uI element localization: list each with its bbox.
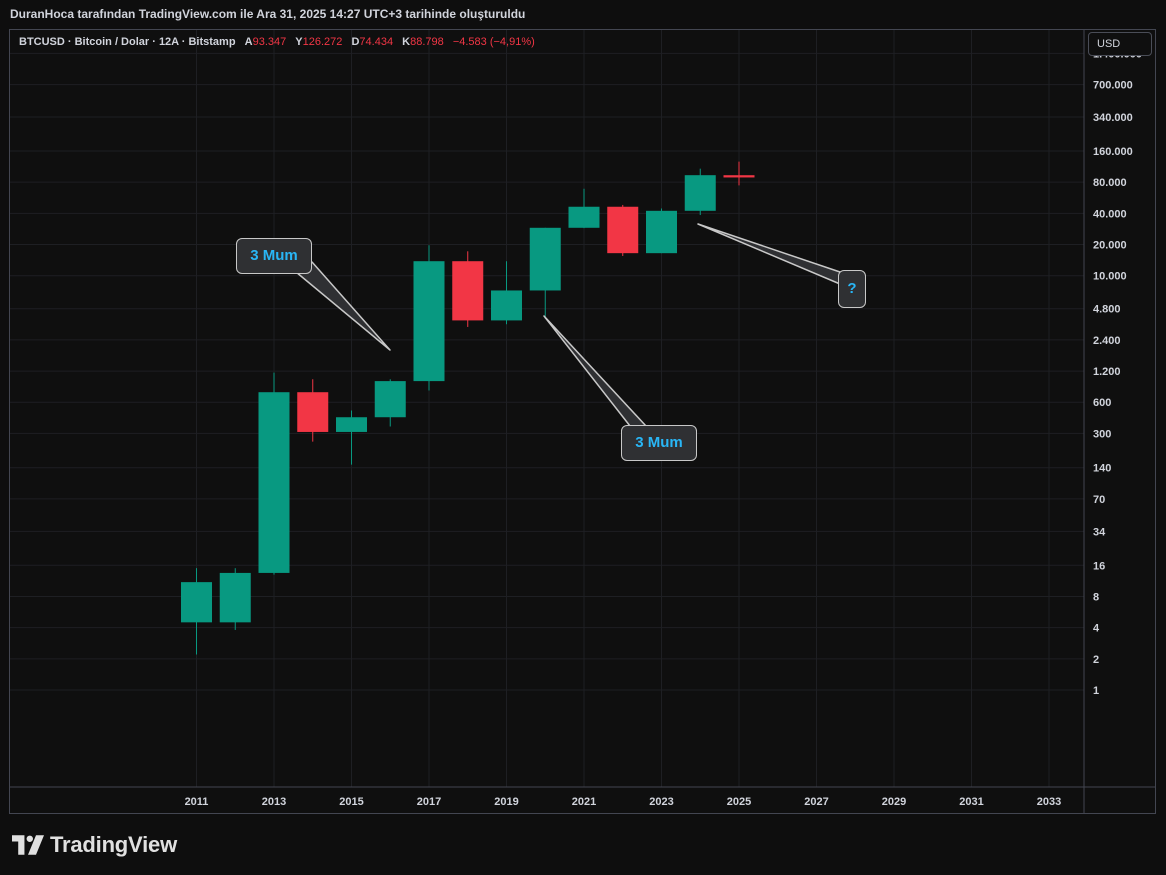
- y-tick-label: 34: [1093, 526, 1106, 538]
- x-axis-ticks: 2011 2013 2015 2017 2019 2021 2023 2025 2027 2029…: [185, 796, 1062, 808]
- candle-2023[interactable]: [646, 208, 677, 254]
- y-tick-label: 80.000: [1093, 177, 1127, 189]
- legend-high-label: Y: [295, 36, 303, 48]
- candle-body: [297, 392, 329, 432]
- y-tick-label: 700.000: [1093, 80, 1133, 92]
- candle-body: [413, 261, 445, 382]
- x-tick-label: 2033: [1037, 796, 1061, 808]
- y-tick-label: 1.200: [1093, 366, 1121, 378]
- y-tick-label: 8: [1093, 591, 1099, 603]
- legend-close-label: K: [402, 36, 411, 48]
- legend-symbol[interactable]: BTCUSD · Bitcoin / Dolar · 12A · Bitstam…: [19, 36, 236, 48]
- y-tick-label: 300: [1093, 428, 1111, 440]
- callout-pointer-question: [697, 223, 841, 285]
- y-tick-label: 160.000: [1093, 146, 1133, 158]
- x-tick-label: 2019: [494, 796, 518, 808]
- candle-2017[interactable]: [413, 245, 445, 391]
- y-axis-ticks: 1.400.000700.000340.000160.00080.00040.0…: [1093, 48, 1142, 697]
- chart-frame[interactable]: [9, 29, 1156, 814]
- y-tick-label: 2: [1093, 654, 1099, 666]
- legend-open-label: A: [244, 36, 253, 48]
- y-tick-label: 140: [1093, 463, 1111, 475]
- candle-body: [491, 290, 522, 321]
- candle-body: [723, 175, 755, 178]
- candle-2014[interactable]: [297, 379, 329, 442]
- x-tick-label: 2025: [727, 796, 751, 808]
- candle-2021[interactable]: [568, 188, 600, 229]
- x-tick-label: 2013: [262, 796, 286, 808]
- candle-body: [646, 210, 677, 254]
- y-tick-label: 340.000: [1093, 112, 1133, 124]
- callout-question[interactable]: ?: [838, 270, 866, 308]
- candle-body: [607, 206, 639, 254]
- candle-2018[interactable]: [452, 251, 484, 327]
- candle-body: [452, 261, 484, 321]
- candle-body: [219, 572, 251, 623]
- y-tick-label: 40.000: [1093, 208, 1127, 220]
- x-tick-label: 2011: [185, 796, 209, 808]
- y-tick-label: 20.000: [1093, 240, 1127, 252]
- x-tick-label: 2021: [572, 796, 596, 808]
- y-tick-label: 10.000: [1093, 271, 1127, 283]
- callout-3-mum-left[interactable]: 3 Mum: [236, 238, 312, 274]
- y-tick-label: 4: [1093, 623, 1100, 635]
- candle-2024[interactable]: [684, 168, 716, 216]
- y-tick-label: 2.400: [1093, 335, 1121, 347]
- candle-2019[interactable]: [491, 261, 522, 325]
- y-tick-label: 70: [1093, 494, 1105, 506]
- x-tick-label: 2029: [882, 796, 906, 808]
- tradingview-logo-icon: [12, 835, 44, 855]
- x-tick-label: 2023: [649, 796, 673, 808]
- candle-2022[interactable]: [607, 204, 639, 256]
- candle-2011[interactable]: [181, 568, 212, 655]
- chart-caption: DuranHoca tarafından TradingView.com ile…: [10, 7, 526, 21]
- candle-body: [529, 227, 561, 291]
- candle-body: [336, 417, 367, 432]
- candle-2020[interactable]: [529, 227, 561, 319]
- candle-body: [181, 582, 212, 623]
- candle-2012[interactable]: [219, 568, 251, 630]
- tradingview-brand: TradingView: [12, 832, 177, 857]
- legend-low-label: D: [351, 36, 360, 48]
- legend-change: −4.583 (−4,91%): [452, 36, 535, 48]
- y-tick-label: 16: [1093, 560, 1105, 572]
- candle-body: [374, 381, 406, 418]
- legend-high-value: 126.272: [302, 36, 343, 48]
- candle-2025[interactable]: [723, 161, 755, 186]
- callout-3-mum-right[interactable]: 3 Mum: [621, 425, 697, 461]
- x-tick-label: 2017: [417, 796, 441, 808]
- legend-close-value: 88.798: [410, 36, 444, 48]
- candle-2015[interactable]: [336, 410, 367, 465]
- candle-body: [258, 392, 290, 573]
- x-tick-label: 2031: [959, 796, 983, 808]
- grid-lines: [10, 30, 1084, 787]
- y-tick-label: 1: [1093, 685, 1099, 697]
- y-tick-label: 600: [1093, 397, 1111, 409]
- candle-body: [684, 175, 716, 211]
- x-tick-label: 2015: [339, 796, 363, 808]
- x-tick-label: 2027: [804, 796, 828, 808]
- brand-name: TradingView: [50, 832, 177, 857]
- y-tick-label: 4.800: [1093, 304, 1121, 316]
- symbol-legend: BTCUSD · Bitcoin / Dolar · 12A · Bitstam…: [19, 36, 535, 48]
- candle-body: [568, 206, 600, 228]
- legend-low-value: 74.434: [359, 36, 394, 48]
- legend-open-value: 93.347: [252, 36, 287, 48]
- candles: [181, 161, 755, 655]
- candle-2016[interactable]: [374, 379, 406, 427]
- candle-2013[interactable]: [258, 372, 290, 575]
- currency-button[interactable]: USD: [1088, 32, 1152, 56]
